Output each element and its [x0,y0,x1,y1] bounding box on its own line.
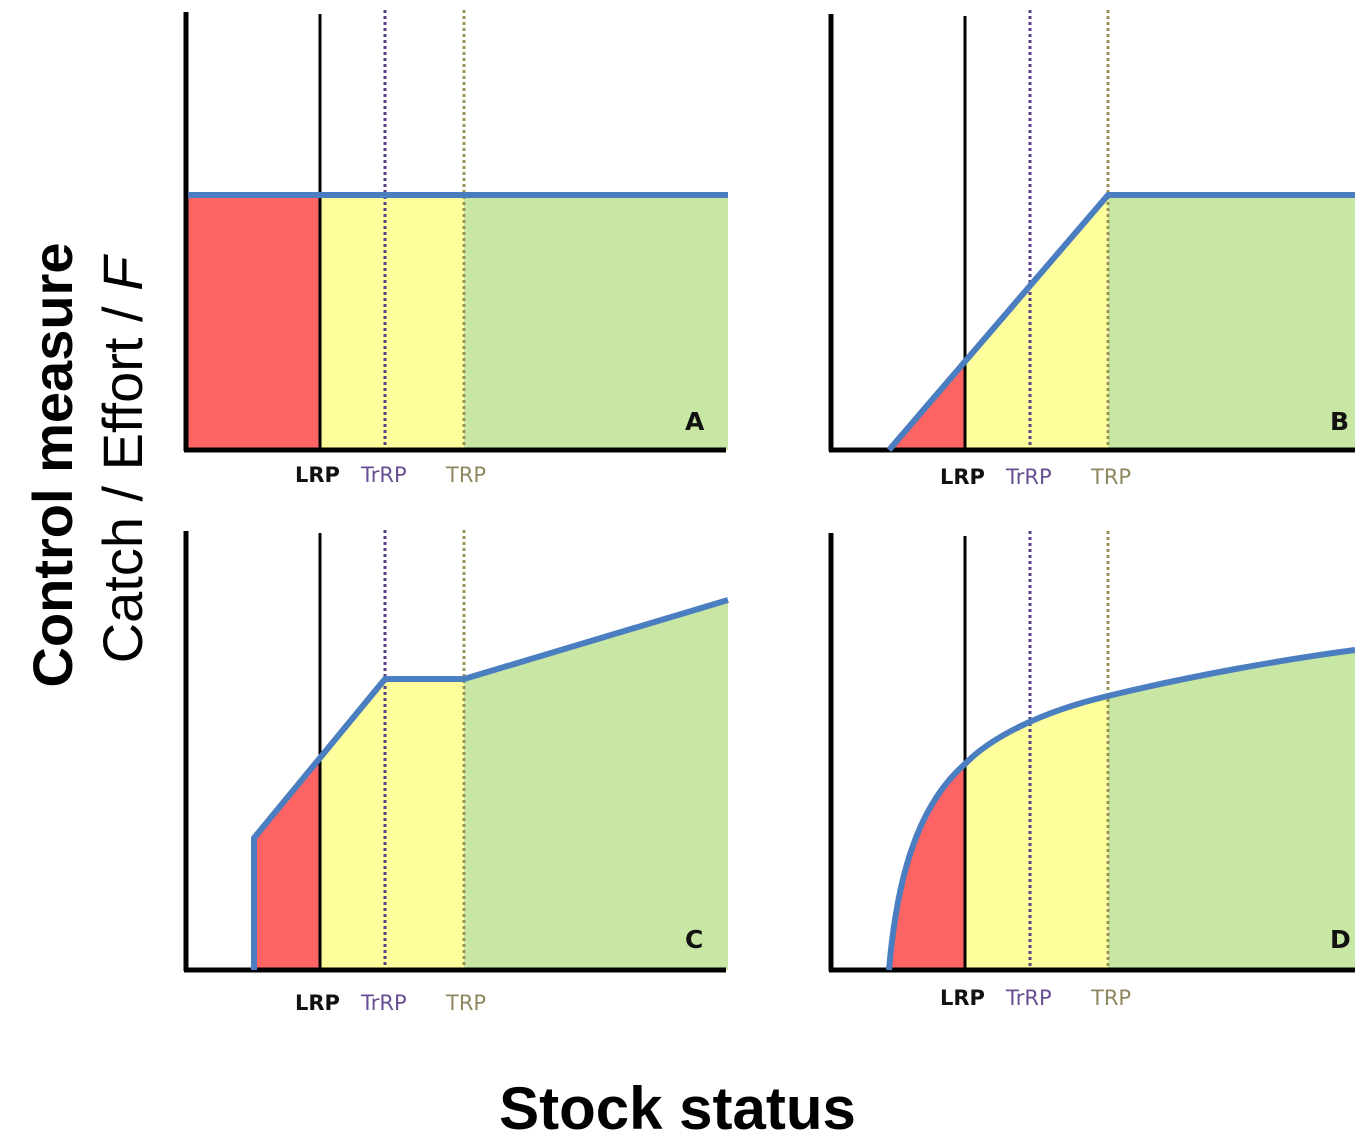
panel-d-trrp-label: TrRP [1005,986,1052,1010]
panel-b-letter: B [1330,407,1349,436]
panel-d-lrp-label: LRP [940,986,985,1010]
panel-b-control-rule [886,192,1355,452]
y-axis-title-bold: Control measure [21,243,84,688]
panel-a: A LRP TrRP TRP [183,10,728,487]
panel-d-control-rule [886,647,1355,971]
panel-d: D LRP TrRP TRP [828,531,1355,1010]
panel-c-red-zone [254,760,320,970]
panel-a-trp-label: TRP [445,463,486,487]
panel-c-green-zone [464,600,728,970]
panel-a-trrp-label: TrRP [360,463,407,487]
panel-c: C LRP TrRP TRP [183,530,729,1015]
panel-c-trrp-label: TrRP [360,991,407,1015]
panel-b-trp-label: TRP [1090,465,1131,489]
panel-a-yellow-zone [320,195,464,450]
y-axis-subtitle: Catch / Effort / F [91,254,154,663]
panel-d-yellow-zone [965,696,1108,970]
panel-c-yellow-zone [320,679,464,970]
panel-a-letter: A [685,407,705,436]
panel-b-trrp-label: TrRP [1005,465,1052,489]
panel-b: B LRP TrRP TRP [828,10,1355,489]
panel-d-green-zone [1108,650,1355,970]
y-axis-title: Control measure [21,243,84,688]
svg-text:Catch / Effort / F: Catch / Effort / F [91,254,154,663]
panel-c-control-rule [251,597,729,970]
panel-d-trp-label: TRP [1090,986,1131,1010]
panel-a-green-zone [464,195,728,450]
panel-b-green-zone [1108,195,1355,450]
y-axis-subtitle-italic: F [91,254,154,291]
panel-c-trp-label: TRP [445,991,486,1015]
panel-a-lrp-label: LRP [295,463,340,487]
panel-b-lrp-label: LRP [940,465,985,489]
panel-c-lrp-label: LRP [295,991,340,1015]
x-axis-title: Stock status [499,1075,856,1142]
y-axis-subtitle-regular: Catch / Effort / [91,291,154,663]
panel-a-red-zone [188,195,320,450]
panel-c-letter: C [685,925,703,954]
panel-b-yellow-zone [965,195,1108,450]
panel-d-red-zone [889,764,965,970]
panel-d-letter: D [1330,925,1351,954]
